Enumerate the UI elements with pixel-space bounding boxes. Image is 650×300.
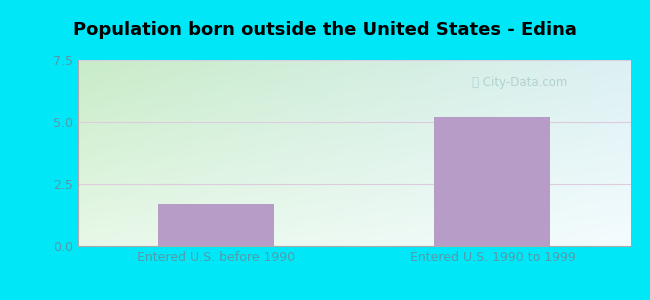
Text: Population born outside the United States - Edina: Population born outside the United State… (73, 21, 577, 39)
Text: ⓘ City-Data.com: ⓘ City-Data.com (473, 76, 567, 89)
Bar (434, 117, 551, 246)
Bar (158, 204, 274, 246)
